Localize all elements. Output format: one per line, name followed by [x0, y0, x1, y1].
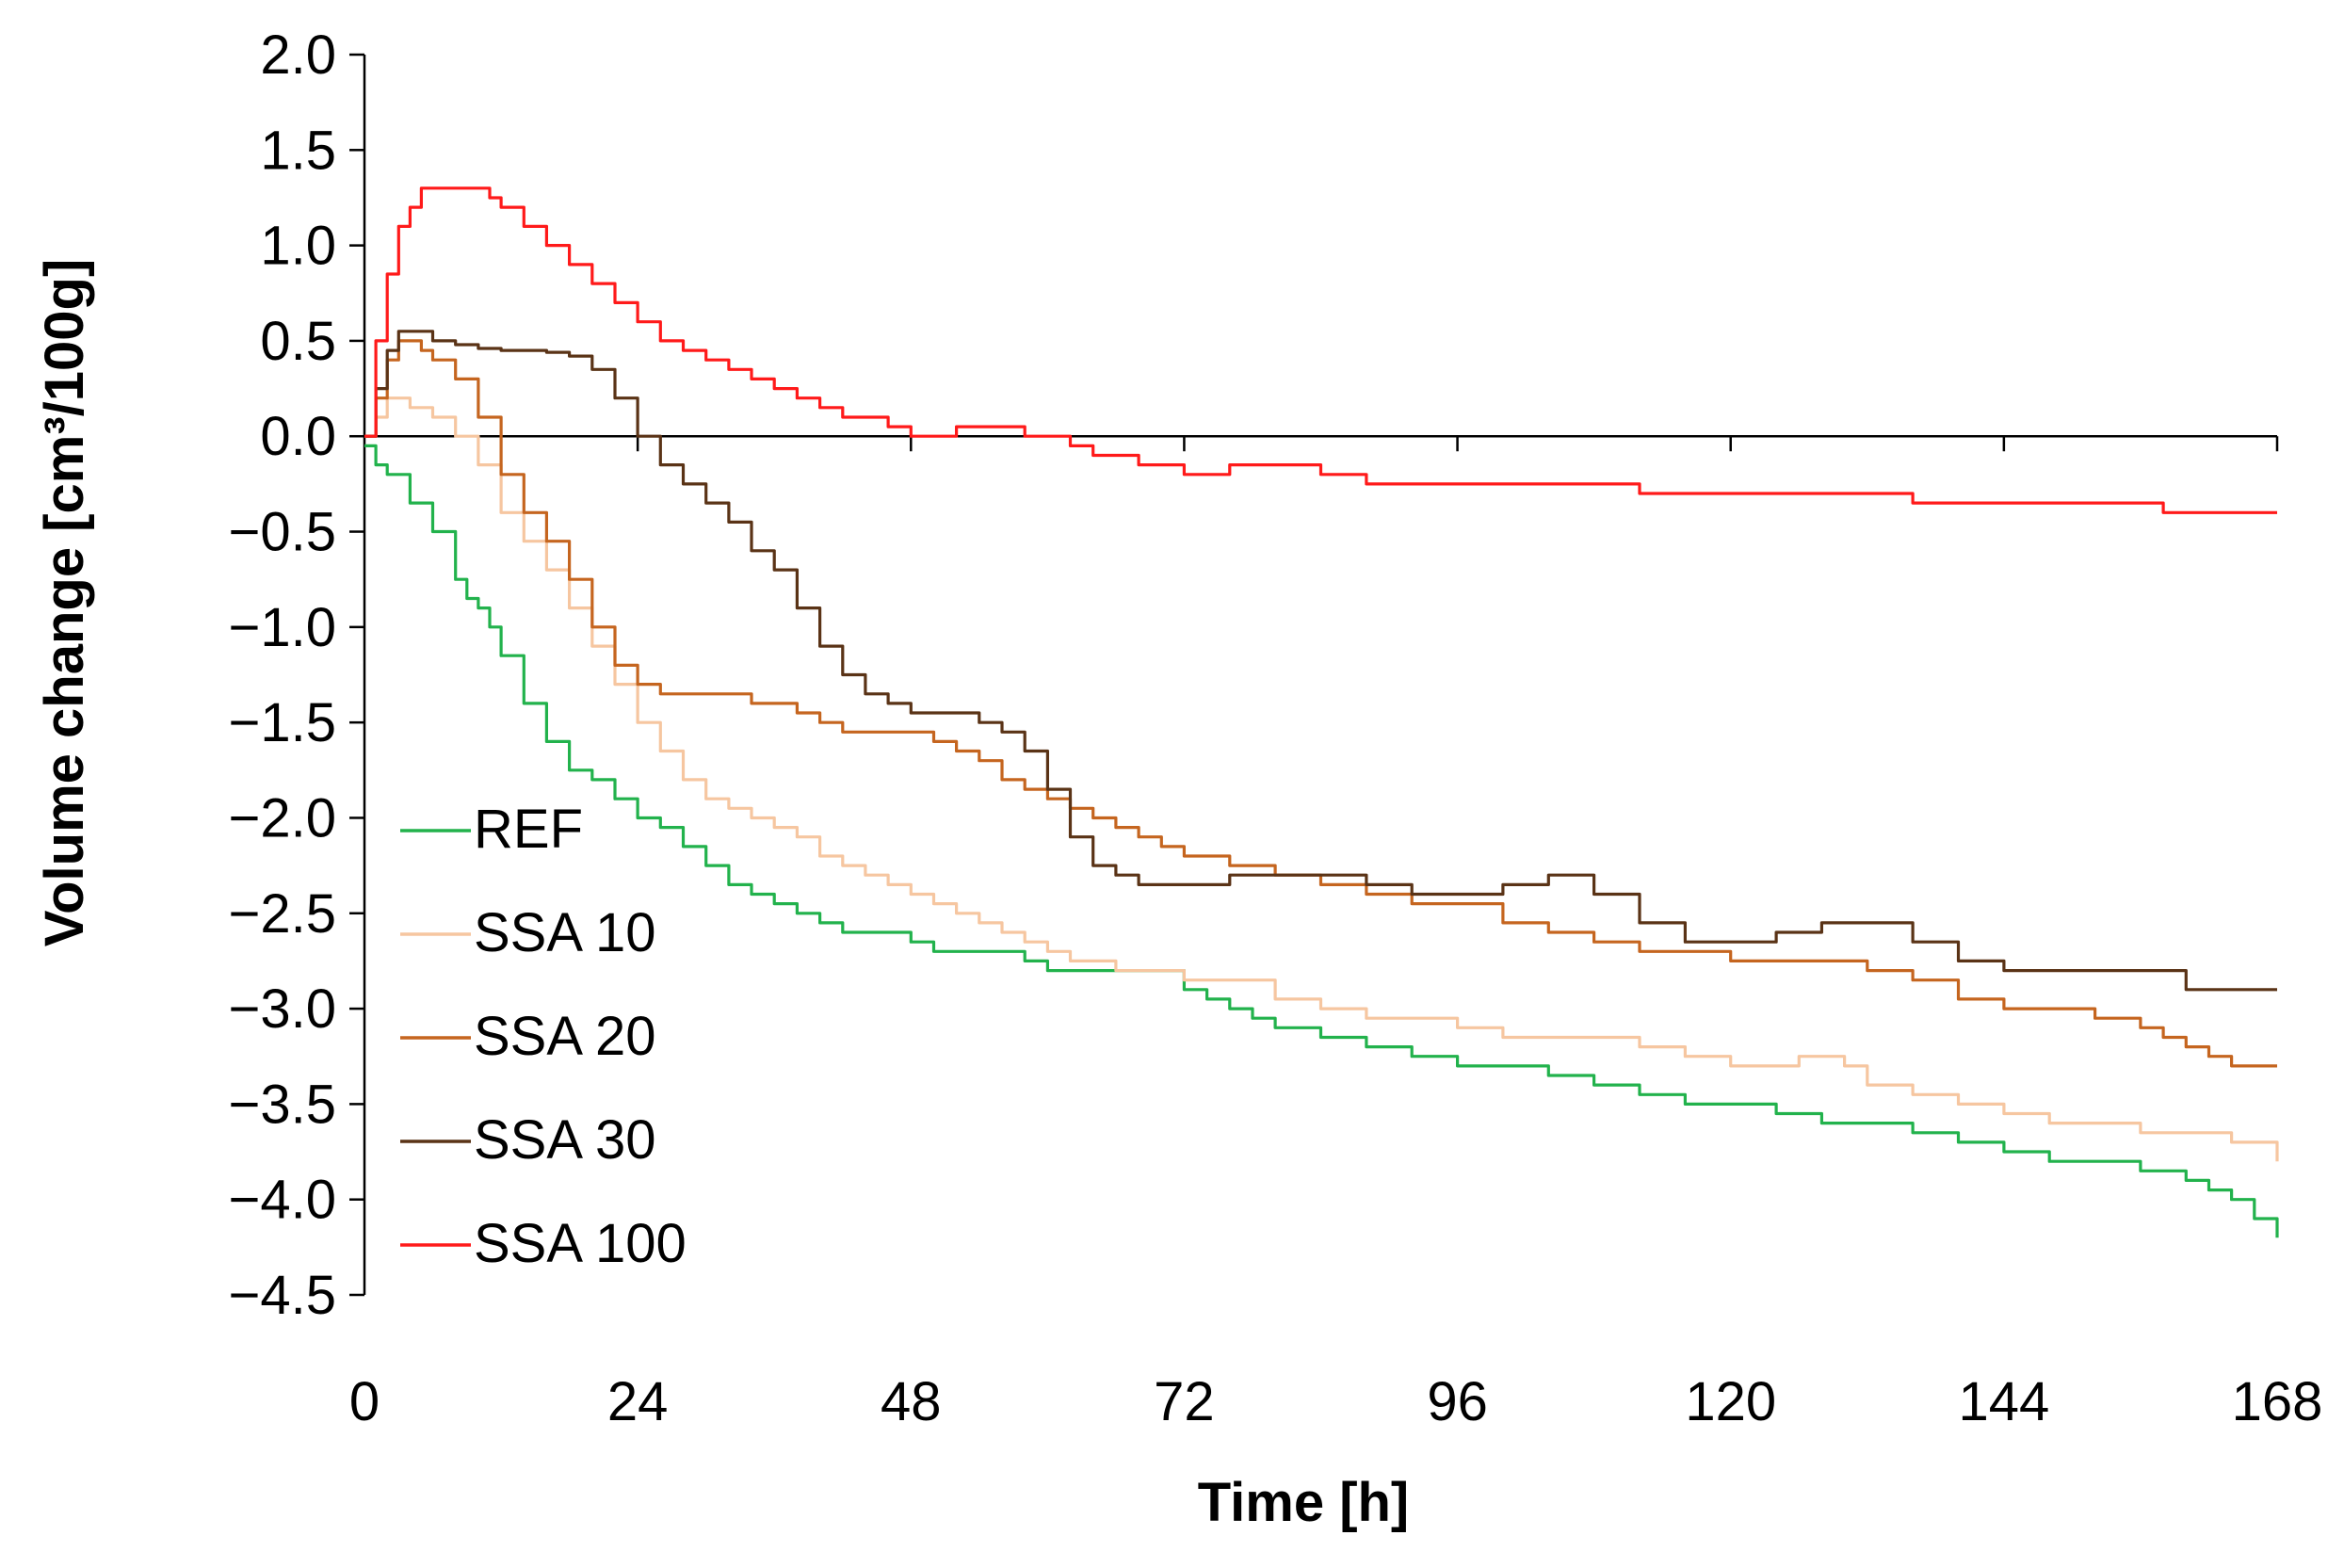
y-tick-label: −3.0	[229, 978, 337, 1040]
axes	[349, 53, 2279, 1297]
y-tick-label: −1.5	[229, 692, 337, 753]
legend-label-ssa-100: SSA 100	[474, 1213, 687, 1274]
y-tick-label: 1.0	[260, 216, 336, 277]
series-line-ssa-30	[364, 330, 2277, 992]
tick-labels: 2.0 1.5 1.0 0.5 0.0 −0.5 −1.0 −1.5 −2.0 −2.5 −3.0 −…	[229, 24, 2323, 1432]
y-tick-label: 2.0	[260, 24, 336, 86]
y-tick-label: −1.0	[229, 597, 337, 658]
series-line-ref	[364, 444, 2279, 1238]
legend-label-ssa-30: SSA 30	[474, 1109, 655, 1171]
legend-label-ssa-10: SSA 10	[474, 902, 655, 963]
series-line-ssa-10	[364, 396, 2279, 1162]
legend: REF SSA 10 SSA 20 SSA 30 SSA 100	[400, 799, 687, 1274]
y-tick-label: 0.5	[260, 311, 336, 372]
x-axis-title: Time [h]	[1198, 1472, 1410, 1533]
y-tick-label: 1.5	[260, 120, 336, 181]
x-tick-label: 120	[1685, 1371, 1776, 1432]
y-tick-label: −0.5	[229, 502, 337, 563]
x-tick-label: 144	[1958, 1371, 2049, 1432]
y-tick-label: −2.0	[229, 787, 337, 849]
legend-label-ref: REF	[474, 799, 583, 860]
x-tick-label: 48	[881, 1371, 942, 1432]
y-tick-label: −3.5	[229, 1074, 337, 1135]
y-axis-title: Volume change [cm³/100g]	[34, 259, 95, 947]
x-tick-label: 72	[1154, 1371, 1215, 1432]
legend-label-ssa-20: SSA 20	[474, 1006, 655, 1067]
x-tick-label: 24	[607, 1371, 669, 1432]
series-lines	[364, 186, 2279, 1238]
y-tick-label: 0.0	[260, 406, 336, 467]
y-tick-label: −2.5	[229, 883, 337, 945]
x-tick-label: 0	[349, 1371, 380, 1432]
y-tick-label: −4.5	[229, 1265, 337, 1326]
series-line-ssa-20	[364, 339, 2277, 1068]
x-tick-label: 96	[1427, 1371, 1488, 1432]
series-line-ssa-100	[364, 186, 2277, 514]
x-tick-label: 168	[2232, 1371, 2323, 1432]
y-tick-label: −4.0	[229, 1170, 337, 1231]
